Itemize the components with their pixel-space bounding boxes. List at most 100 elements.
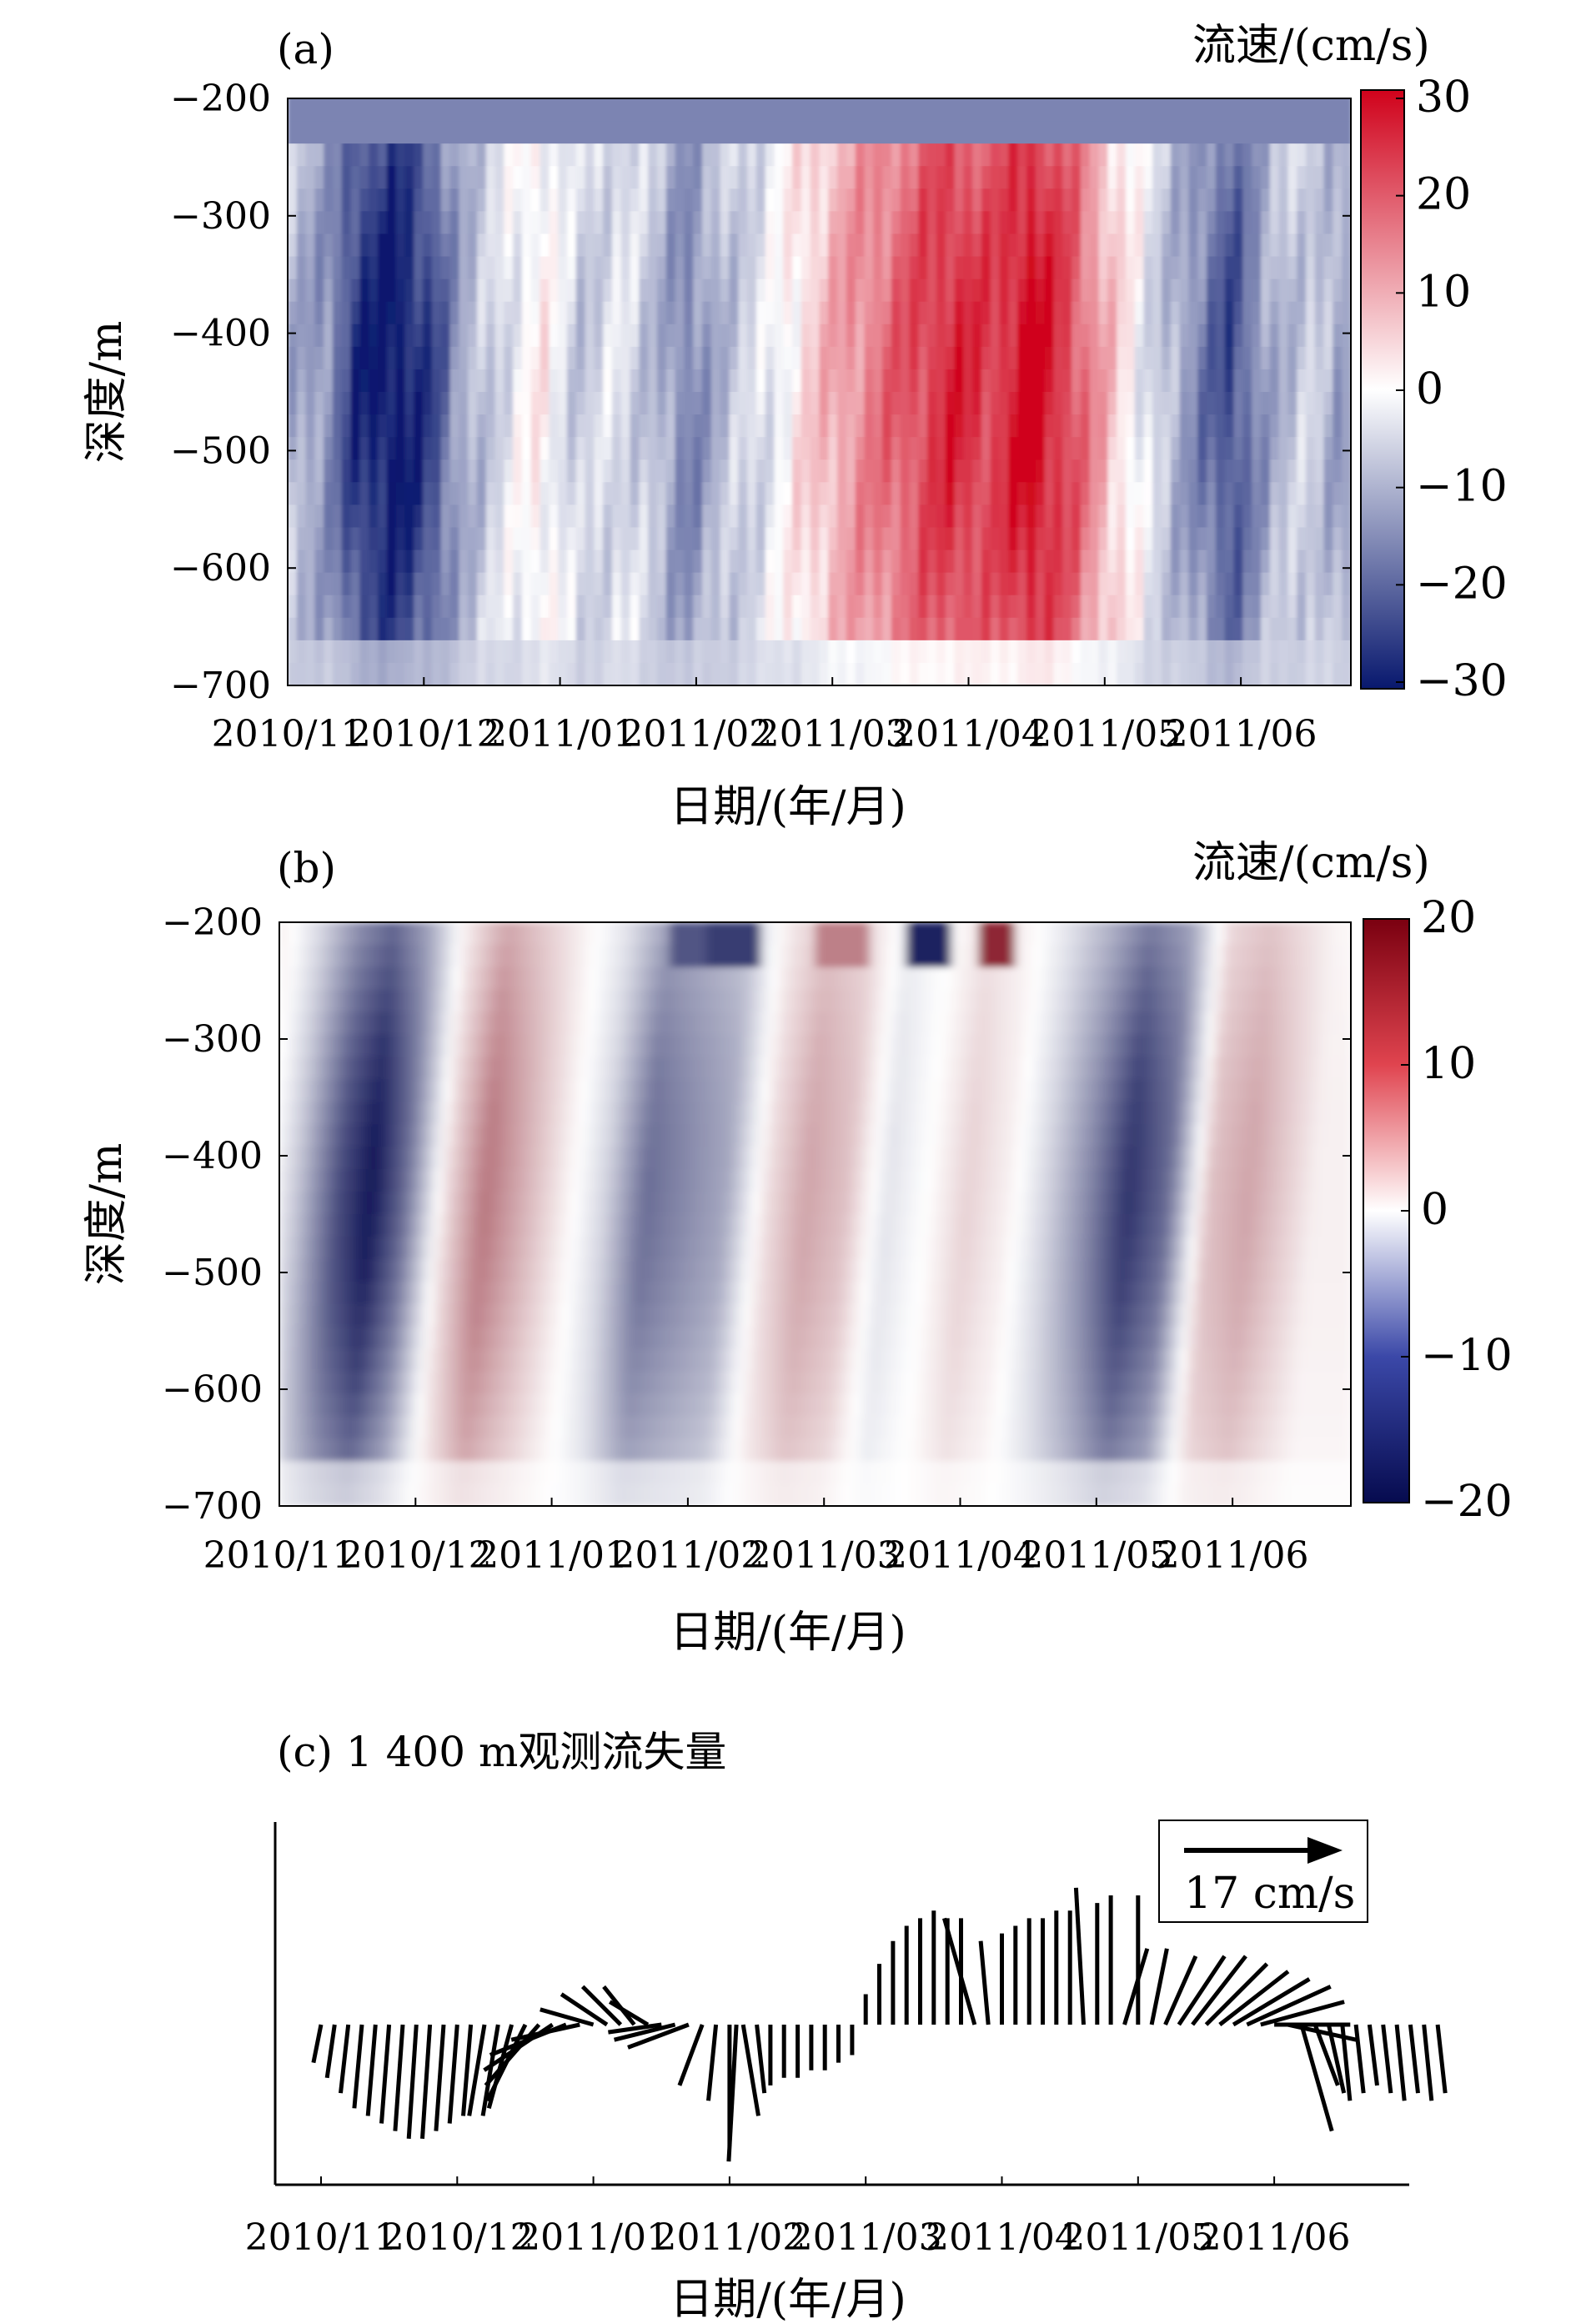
heatmap-cell-b: [696, 1214, 707, 1237]
heatmap-cell-a: [540, 211, 550, 235]
heatmap-cell-b: [443, 1416, 453, 1440]
heatmap-cell-b: [343, 1236, 353, 1260]
heatmap-cell-a: [936, 640, 946, 664]
heatmap-cell-a: [665, 482, 676, 506]
heatmap-cell-a: [981, 595, 991, 619]
heatmap-cell-a: [296, 211, 307, 235]
heatmap-cell-a: [891, 121, 901, 144]
heatmap-cell-a: [1188, 346, 1199, 370]
heatmap-cell-b: [279, 989, 289, 1013]
heatmap-cell-b: [524, 1192, 535, 1215]
heatmap-cell-b: [524, 1169, 535, 1192]
heatmap-cell-a: [431, 595, 442, 619]
heatmap-cell-a: [1179, 504, 1190, 529]
heatmap-cell-a: [675, 233, 685, 258]
heatmap-cell-a: [459, 256, 469, 280]
heatmap-cell-b: [815, 1169, 826, 1192]
heatmap-cell-a: [603, 301, 613, 325]
heatmap-cell-a: [810, 301, 821, 325]
heatmap-cell-b: [806, 1326, 816, 1350]
heatmap-cell-b: [796, 1169, 807, 1192]
heatmap-cell-a: [837, 459, 847, 484]
heatmap-cell-b: [488, 1214, 499, 1237]
heatmap-cell-a: [1215, 617, 1226, 641]
heatmap-cell-b: [860, 1258, 871, 1282]
heatmap-cell-b: [424, 966, 434, 991]
heatmap-cell-b: [588, 1214, 598, 1237]
heatmap-cell-b: [778, 1258, 789, 1282]
heatmap-cell-a: [981, 143, 991, 168]
heatmap-cell-a: [945, 640, 956, 664]
heatmap-cell-a: [981, 98, 991, 122]
heatmap-cell-a: [702, 301, 712, 325]
heatmap-cell-a: [936, 143, 946, 168]
heatmap-cell-b: [388, 1461, 399, 1484]
heatmap-cell-b: [760, 1079, 770, 1103]
heatmap-cell-a: [981, 504, 991, 529]
heatmap-cell-b: [660, 1258, 671, 1282]
heatmap-cell-b: [443, 1326, 453, 1350]
heatmap-cell-b: [833, 1034, 843, 1058]
heatmap-cell-a: [440, 595, 451, 619]
heatmap-cell-a: [774, 572, 785, 596]
heatmap-cell-a: [1080, 504, 1091, 529]
heatmap-cell-a: [440, 482, 451, 506]
heatmap-cell-a: [1062, 279, 1072, 303]
heatmap-cell-b: [778, 1461, 789, 1484]
heatmap-cell-a: [972, 166, 982, 190]
heatmap-cell-b: [715, 1461, 725, 1484]
heatmap-cell-a: [1062, 256, 1072, 280]
heatmap-cell-b: [915, 1258, 925, 1282]
heatmap-cell-a: [972, 527, 982, 551]
heatmap-cell-b: [660, 1438, 671, 1462]
heatmap-cell-a: [963, 414, 973, 438]
heatmap-cell-a: [549, 98, 559, 122]
heatmap-cell-a: [404, 527, 415, 551]
heatmap-cell-a: [1062, 211, 1072, 235]
heatmap-cell-b: [796, 1326, 807, 1350]
heatmap-cell-a: [1323, 188, 1334, 213]
heatmap-cell-b: [343, 944, 353, 968]
heatmap-cell-b: [506, 944, 516, 968]
heatmap-cell-b: [542, 1147, 553, 1170]
heatmap-cell-b: [424, 1326, 434, 1350]
heatmap-cell-a: [350, 369, 361, 393]
heatmap-cell-b: [542, 1258, 553, 1282]
heatmap-cell-a: [378, 550, 388, 574]
heatmap-cell-a: [504, 617, 514, 641]
heatmap-cell-b: [560, 1281, 571, 1305]
heatmap-cell-a: [738, 166, 748, 190]
heatmap-cell-b: [824, 1326, 835, 1350]
heatmap-cell-a: [1125, 121, 1136, 144]
heatmap-cell-b: [288, 1192, 299, 1215]
heatmap-cell-a: [594, 233, 604, 258]
heatmap-cell-a: [513, 188, 523, 213]
heatmap-cell-a: [1333, 437, 1343, 461]
heatmap-cell-a: [882, 98, 892, 122]
heatmap-cell-a: [558, 121, 568, 144]
heatmap-cell-a: [459, 188, 469, 213]
heatmap-cell-a: [485, 369, 496, 393]
heatmap-cell-b: [670, 966, 680, 991]
heatmap-cell-b: [443, 989, 453, 1013]
heatmap-cell-a: [774, 482, 785, 506]
heatmap-cell-b: [615, 989, 625, 1013]
heatmap-cell-a: [729, 324, 740, 348]
heatmap-cell-b: [787, 1147, 798, 1170]
heatmap-cell-a: [1017, 166, 1027, 190]
heatmap-cell-a: [305, 595, 316, 619]
heatmap-cell-a: [476, 98, 487, 122]
heatmap-cell-a: [945, 437, 956, 461]
heatmap-cell-a: [369, 166, 379, 190]
heatmap-cell-a: [395, 346, 406, 370]
heatmap-cell-b: [434, 1057, 444, 1081]
heatmap-cell-a: [765, 256, 775, 280]
heatmap-cell-a: [918, 640, 928, 664]
heatmap-cell-b: [642, 1057, 653, 1081]
heatmap-cell-b: [451, 1393, 462, 1418]
heatmap-cell-a: [468, 595, 478, 619]
heatmap-cell-b: [579, 1192, 590, 1215]
heatmap-cell-a: [530, 504, 541, 529]
x-tick-label: 2011/05: [1028, 713, 1181, 755]
heatmap-cell-a: [585, 392, 595, 415]
